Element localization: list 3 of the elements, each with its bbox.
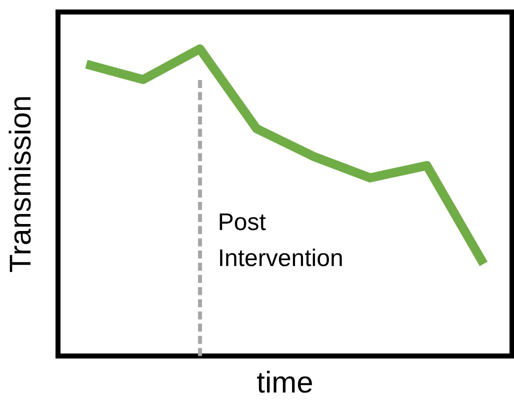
x-axis-title: time xyxy=(256,366,314,400)
y-axis-title: Transmission xyxy=(4,95,38,273)
annotation: Post Intervention xyxy=(218,209,344,272)
